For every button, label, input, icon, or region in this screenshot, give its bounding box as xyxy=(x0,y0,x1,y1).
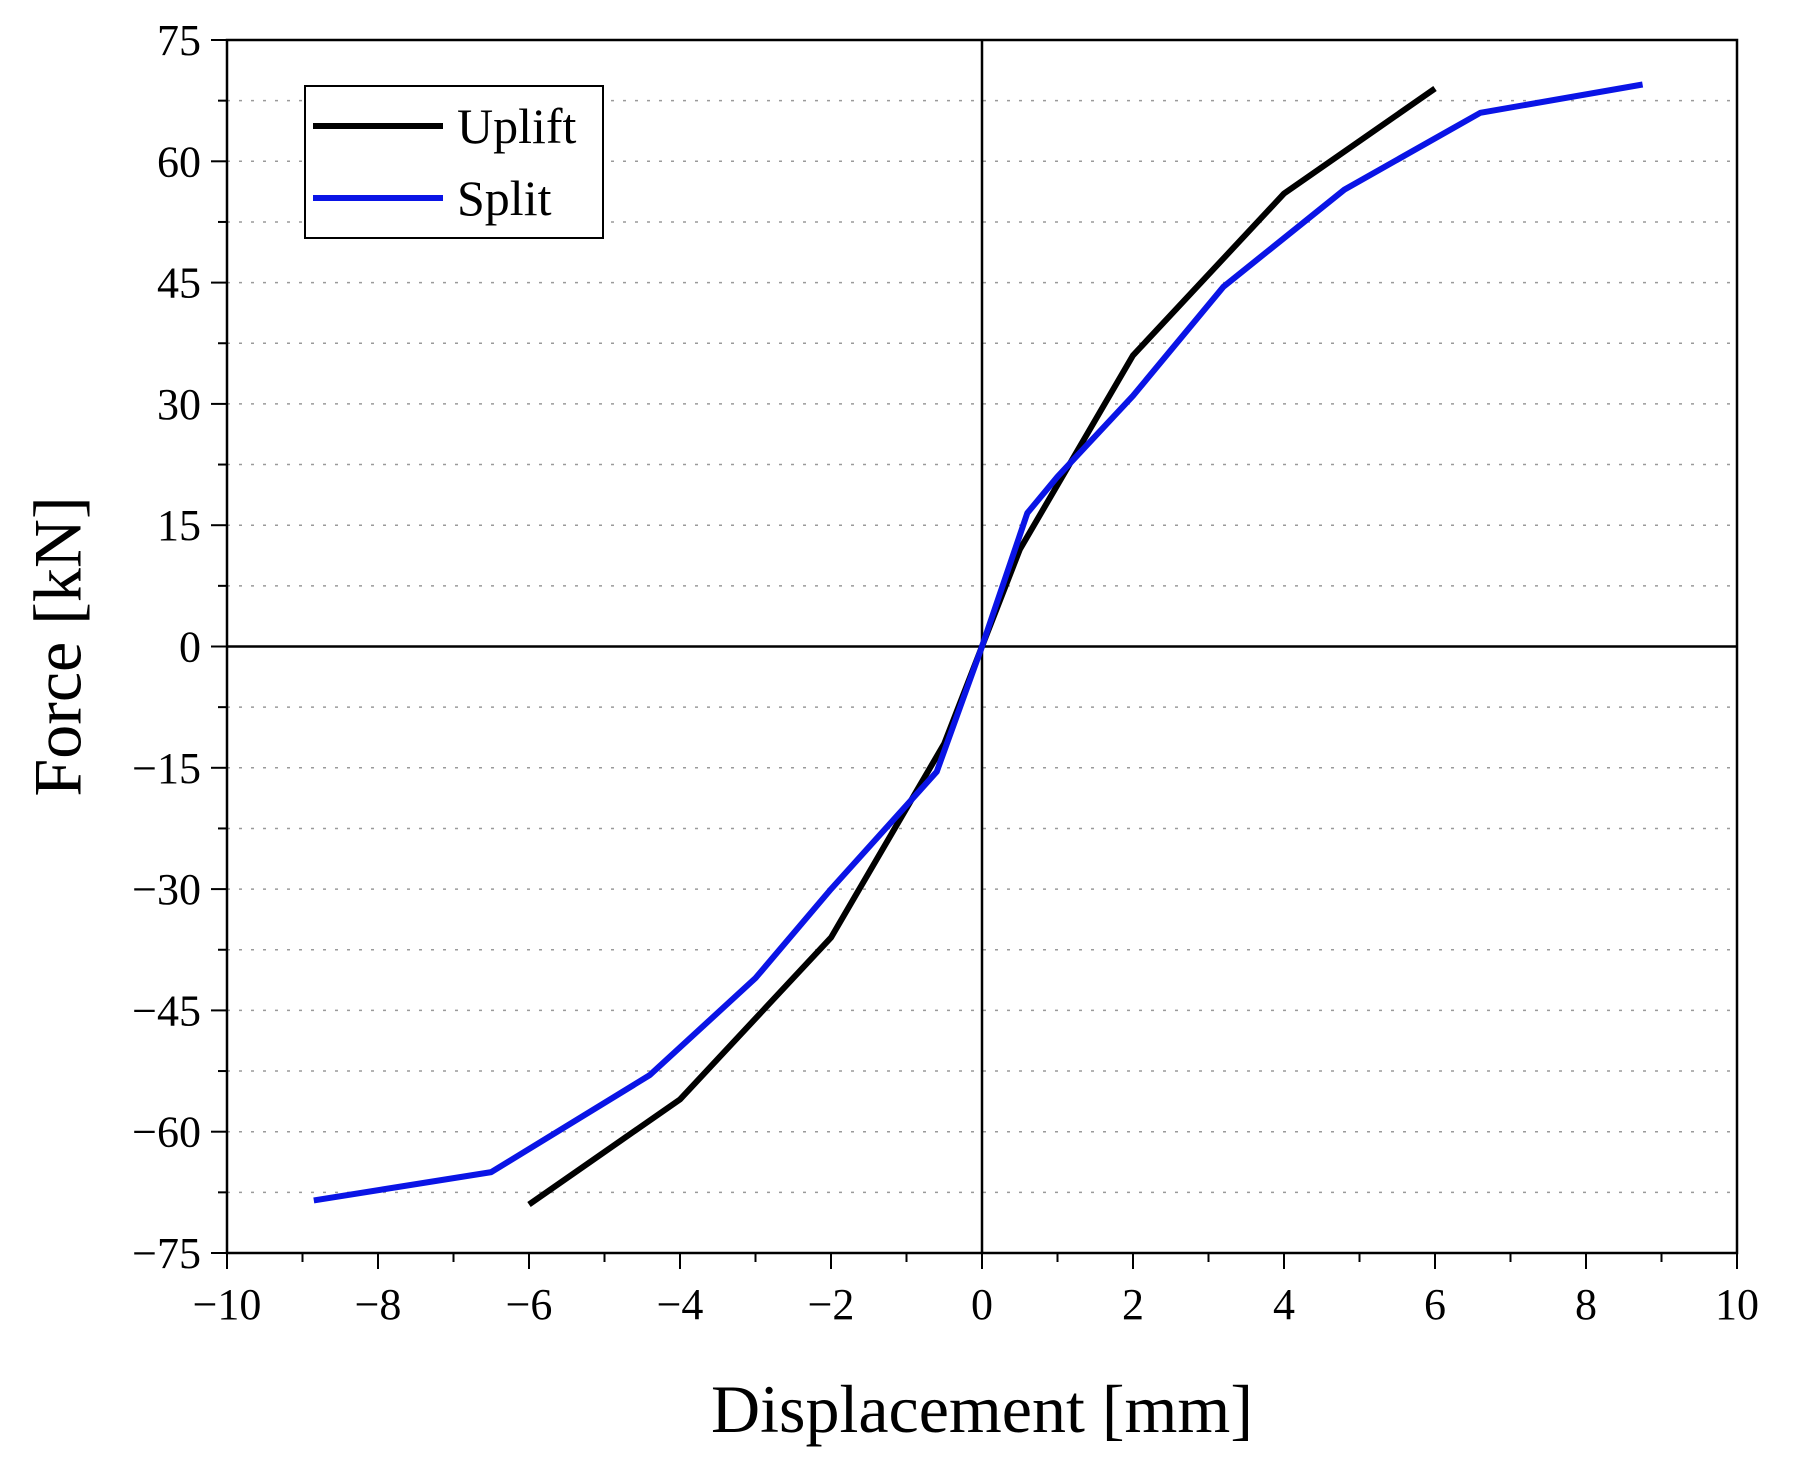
y-tick-label: −45 xyxy=(132,986,201,1035)
legend-label-split: Split xyxy=(457,170,552,226)
x-tick-label: 0 xyxy=(971,1280,993,1329)
legend: Uplift Split xyxy=(304,85,604,239)
series-line-split xyxy=(313,81,1644,1204)
x-tick-label: 2 xyxy=(1122,1280,1144,1329)
x-tick-label: 4 xyxy=(1273,1280,1295,1329)
y-tick-label: 0 xyxy=(179,623,201,672)
x-tick-label: −10 xyxy=(193,1280,262,1329)
y-tick-label: 75 xyxy=(157,16,201,65)
x-tick-label: 6 xyxy=(1424,1280,1446,1329)
x-tick-label: 10 xyxy=(1715,1280,1759,1329)
x-tick-label: 8 xyxy=(1575,1280,1597,1329)
y-axis-label: Force [kN] xyxy=(20,496,96,796)
x-tick-label: −6 xyxy=(506,1280,553,1329)
y-tick-label: 30 xyxy=(157,380,201,429)
x-axis-label: Displacement [mm] xyxy=(711,1371,1253,1447)
y-tick-label: −75 xyxy=(132,1229,201,1278)
legend-box xyxy=(304,85,604,239)
series-layer xyxy=(313,81,1644,1207)
axis-ticks: −10 −8 −6 −4 −2 0 2 4 6 8 10 −75 −60 −45 −30 −15 0 15 30 45… xyxy=(132,16,1759,1329)
x-tick-label: −4 xyxy=(657,1280,704,1329)
y-tick-label: 15 xyxy=(157,501,201,550)
y-tick-label: −60 xyxy=(132,1108,201,1157)
y-tick-label: −30 xyxy=(132,865,201,914)
y-tick-label: −15 xyxy=(132,744,201,793)
y-tick-label: 60 xyxy=(157,137,201,186)
x-tick-label: −8 xyxy=(355,1280,402,1329)
axis-labels: Displacement [mm] Force [kN] xyxy=(20,496,1253,1447)
x-tick-label: −2 xyxy=(808,1280,855,1329)
y-tick-label: 45 xyxy=(157,259,201,308)
legend-label-uplift: Uplift xyxy=(457,98,577,154)
